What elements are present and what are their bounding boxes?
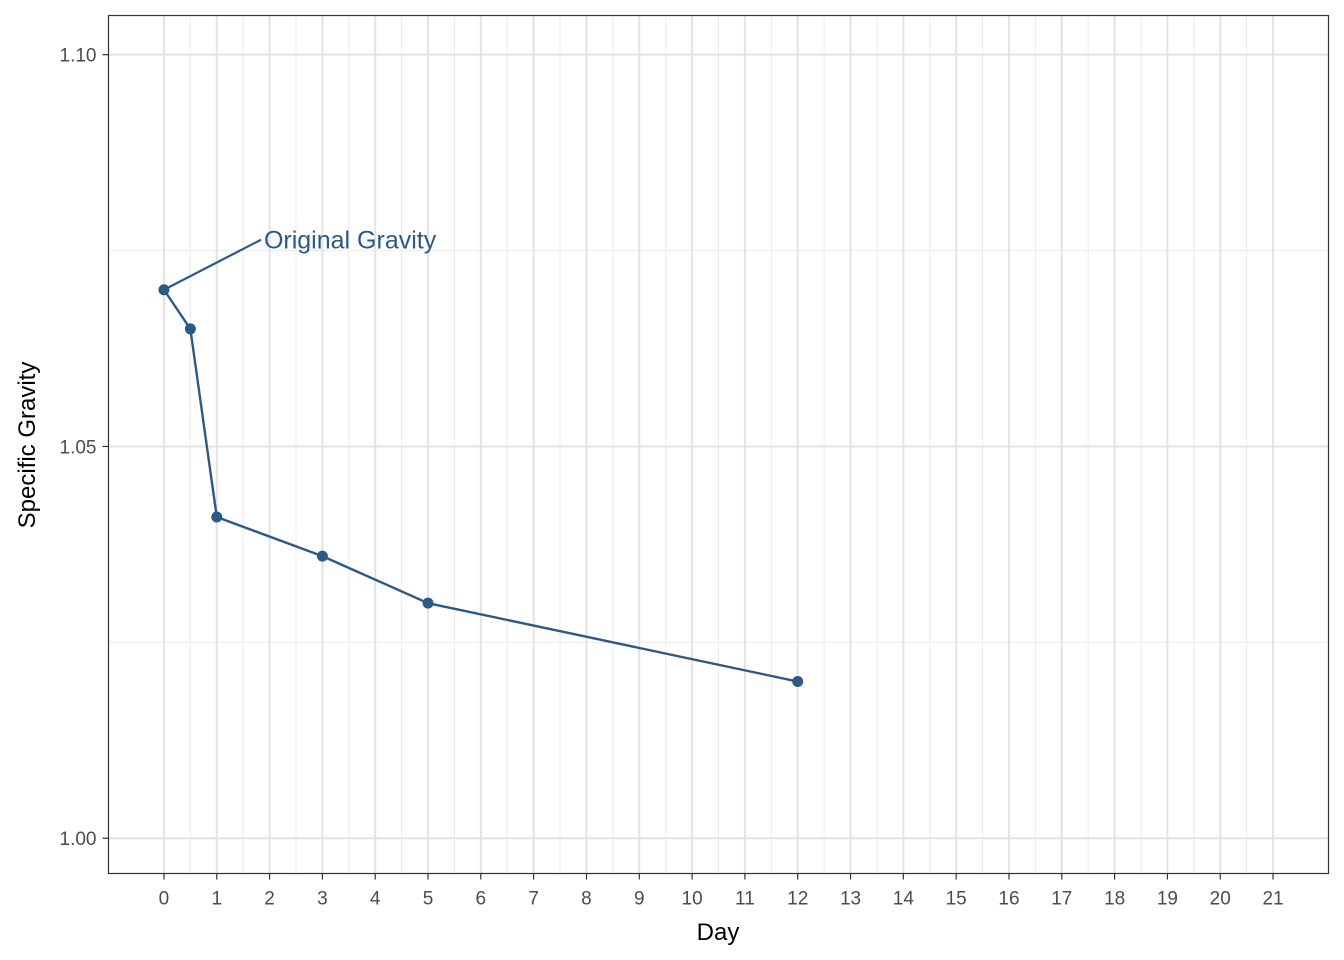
x-axis-title: Day — [697, 919, 740, 946]
x-tick-label: 11 — [735, 889, 755, 910]
x-tick-label: 0 — [159, 889, 170, 910]
annotation-layer: Original Gravity — [163, 227, 437, 291]
x-tick-label: 6 — [476, 889, 487, 910]
x-tick-label: 17 — [1051, 889, 1072, 910]
minor-x-gridlines — [189, 15, 1248, 874]
x-tick-label: 2 — [264, 889, 275, 910]
series-layer — [158, 284, 804, 688]
x-tick-label: 16 — [998, 889, 1019, 910]
data-point — [211, 511, 223, 523]
panel-border — [107, 14, 1330, 875]
major-x-gridlines — [162, 15, 1275, 874]
x-tick-label: 20 — [1210, 889, 1231, 910]
x-tick-label: 9 — [634, 889, 645, 910]
x-tick-label: 7 — [528, 889, 539, 910]
x-tick-label: 18 — [1104, 889, 1125, 910]
y-tick-label: 1.05 — [60, 437, 97, 458]
data-point — [422, 597, 434, 609]
x-tick-label: 10 — [682, 889, 703, 910]
data-point — [316, 550, 328, 562]
major-y-gridlines — [108, 53, 1329, 840]
y-tick-label: 1.00 — [60, 829, 97, 850]
x-tick-label: 3 — [317, 889, 328, 910]
x-tick-label: 4 — [370, 889, 381, 910]
x-tick-label: 1 — [211, 889, 222, 910]
x-tick-label: 8 — [581, 889, 592, 910]
x-tick-label: 5 — [423, 889, 434, 910]
x-axis: 0 1 2 3 4 5 6 7 8 9 10 11 12 13 14 15 16 17 18 19 20 21 — [159, 873, 1284, 910]
x-tick-label: 19 — [1157, 889, 1178, 910]
y-axis-title: Specific Gravity — [14, 362, 41, 529]
x-tick-label: 15 — [946, 889, 967, 910]
y-tick-label: 1.10 — [60, 46, 97, 67]
data-point — [184, 323, 196, 335]
x-tick-label: 21 — [1262, 889, 1283, 910]
y-axis: 1.00 1.05 1.10 — [60, 46, 109, 850]
x-tick-label: 13 — [840, 889, 861, 910]
x-tick-label: 12 — [787, 889, 808, 910]
annotation-leader-line — [163, 238, 262, 291]
x-tick-label: 14 — [893, 889, 915, 910]
data-point — [792, 676, 804, 688]
series-line — [162, 289, 798, 683]
annotation-label: Original Gravity — [264, 227, 437, 255]
